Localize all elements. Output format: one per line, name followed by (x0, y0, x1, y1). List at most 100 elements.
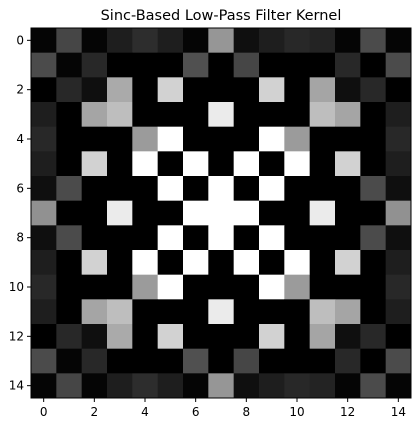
heatmap-cell (183, 52, 209, 78)
x-tick-label: 10 (289, 405, 304, 419)
heatmap-cell (233, 151, 260, 177)
heatmap-cell (309, 274, 336, 300)
heatmap-cell (31, 373, 57, 399)
y-tick-label: 6 (16, 181, 24, 195)
heatmap-cell (385, 324, 412, 350)
heatmap-cell (183, 126, 209, 152)
heatmap-cell (309, 250, 336, 276)
heatmap-cell (385, 126, 412, 152)
heatmap-cell (31, 324, 57, 350)
heatmap-cell (107, 52, 133, 78)
heatmap-cell (31, 28, 57, 54)
heatmap-cell (183, 200, 209, 226)
heatmap-cell (309, 373, 336, 399)
heatmap-cell (31, 52, 57, 78)
heatmap-cell (233, 348, 260, 374)
x-tick-label: 14 (391, 405, 406, 419)
heatmap-cell (309, 151, 336, 177)
heatmap-cell (335, 126, 361, 152)
heatmap-cell (309, 52, 336, 78)
heatmap-cell (335, 200, 361, 226)
heatmap-cell (56, 52, 83, 78)
heatmap-cell (183, 176, 209, 202)
heatmap-cell (208, 225, 235, 251)
heatmap-cell (233, 274, 260, 300)
heatmap-cell (107, 151, 133, 177)
heatmap-cell (335, 28, 361, 54)
heatmap-cell (233, 250, 260, 276)
heatmap-cell (259, 126, 285, 152)
heatmap-cell (385, 373, 412, 399)
heatmap-cell (309, 126, 336, 152)
heatmap-cell (157, 324, 184, 350)
heatmap-cell (81, 274, 108, 300)
x-tick-label: 0 (40, 405, 48, 419)
heatmap-cell (81, 77, 108, 103)
heatmap-cell (81, 28, 108, 54)
heatmap-cell (107, 373, 133, 399)
heatmap-cell (81, 151, 108, 177)
heatmap-cell (284, 274, 311, 300)
heatmap-cell (132, 324, 159, 350)
heatmap-cell (284, 102, 311, 128)
heatmap-cell (360, 77, 387, 103)
heatmap-cell (284, 77, 311, 103)
heatmap-cell (208, 102, 235, 128)
heatmap-cell (360, 348, 387, 374)
heatmap-cell (284, 373, 311, 399)
x-axis: 0 2 4 6 8 10 12 14 (40, 398, 406, 419)
heatmap-cell (81, 348, 108, 374)
heatmap-cell (284, 52, 311, 78)
heatmap-cell (157, 299, 184, 325)
x-tick-label: 12 (340, 405, 355, 419)
heatmap-cell (360, 28, 387, 54)
heatmap-cell (183, 348, 209, 374)
heatmap-cell (360, 126, 387, 152)
heatmap-cell (107, 274, 133, 300)
heatmap-cell (309, 200, 336, 226)
heatmap-cell (309, 324, 336, 350)
heatmap-cell (183, 324, 209, 350)
heatmap-cell (360, 274, 387, 300)
heatmap-cell (157, 373, 184, 399)
heatmap-cell (385, 200, 412, 226)
heatmap-cell (183, 274, 209, 300)
heatmap-cell (56, 348, 83, 374)
heatmap-cell (385, 176, 412, 202)
heatmap-cell (132, 176, 159, 202)
heatmap-cell (309, 176, 336, 202)
heatmap-cell (81, 324, 108, 350)
heatmap-cell (157, 126, 184, 152)
heatmap-cell (360, 225, 387, 251)
heatmap-cell (157, 225, 184, 251)
x-tick-label: 2 (91, 405, 99, 419)
y-tick-label: 14 (9, 379, 24, 393)
heatmap-cell (31, 200, 57, 226)
heatmap-cell (233, 324, 260, 350)
heatmap-cell (360, 200, 387, 226)
heatmap-cell (132, 151, 159, 177)
heatmap-cell (157, 52, 184, 78)
heatmap-cell (56, 250, 83, 276)
heatmap-cell (360, 102, 387, 128)
heatmap-cell (132, 126, 159, 152)
heatmap-cell (259, 102, 285, 128)
heatmap-cell (107, 324, 133, 350)
heatmap-cell (31, 77, 57, 103)
heatmap-cell (31, 176, 57, 202)
y-axis: 0 2 4 6 8 10 12 14 (9, 33, 31, 393)
heatmap-cell (132, 274, 159, 300)
heatmap-cell (31, 225, 57, 251)
heatmap-cell (132, 77, 159, 103)
heatmap-cell (81, 250, 108, 276)
heatmap-cell (132, 102, 159, 128)
heatmap-cell (132, 28, 159, 54)
heatmap-cell (385, 225, 412, 251)
heatmap-cell (309, 102, 336, 128)
heatmap-cell (259, 373, 285, 399)
heatmap-cell (81, 52, 108, 78)
heatmap-cell (208, 52, 235, 78)
y-tick-label: 10 (9, 280, 24, 294)
heatmap-cell (284, 348, 311, 374)
heatmap-cell (385, 151, 412, 177)
